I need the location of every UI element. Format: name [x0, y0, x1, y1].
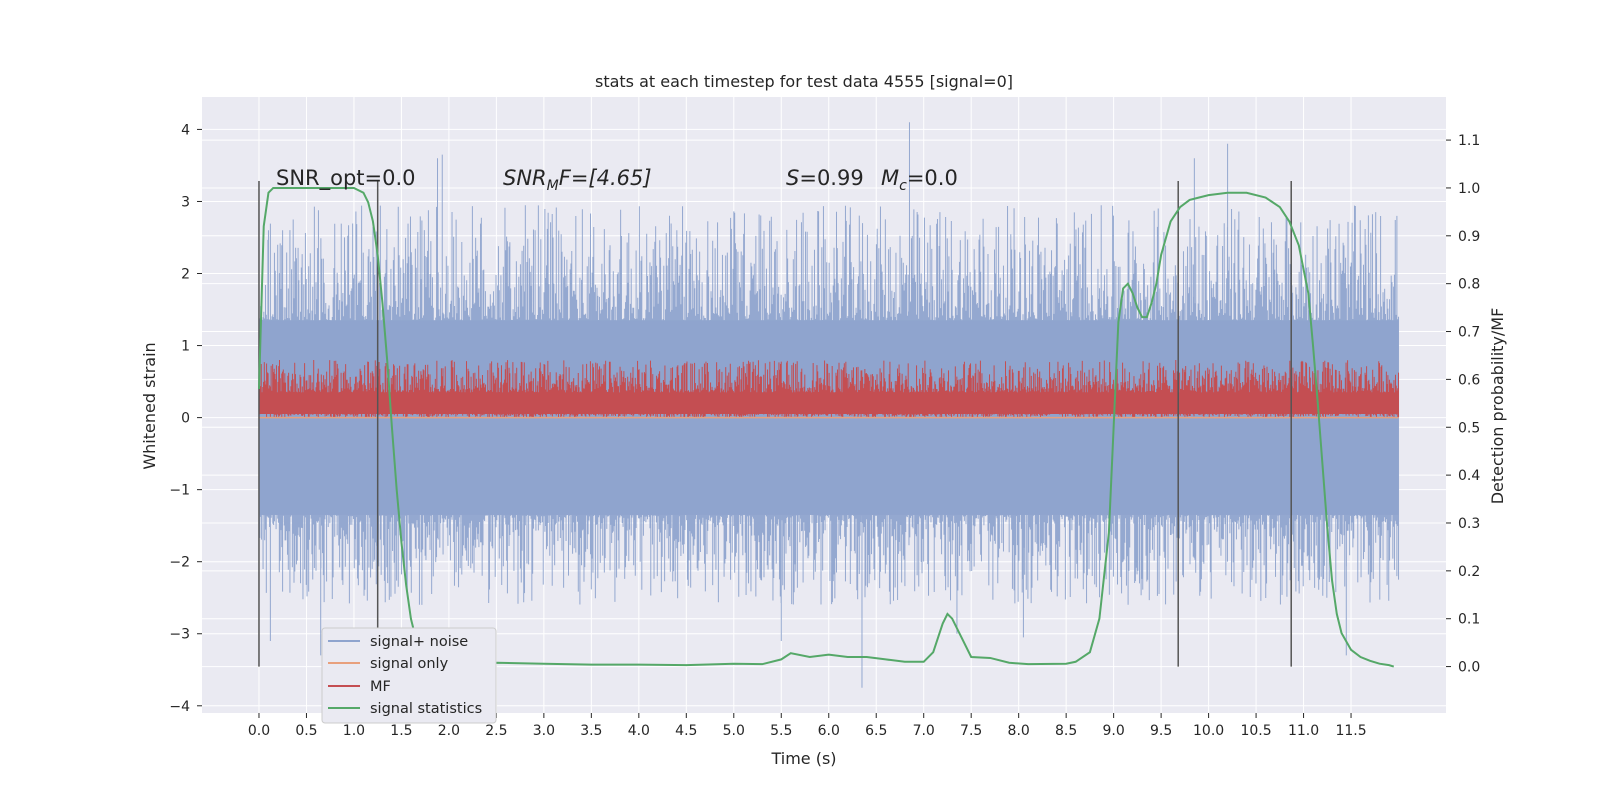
- y-tick-label: 0: [181, 411, 190, 427]
- y-tick-label: 4: [181, 122, 190, 138]
- y-tick-label: −1: [169, 483, 190, 499]
- chart-title: stats at each timestep for test data 455…: [595, 72, 1013, 91]
- legend-box: [321, 627, 497, 724]
- x-tick-label: 3.5: [580, 723, 602, 739]
- series-mf-core: [258, 394, 1399, 415]
- y2-tick-label: 0.3: [1458, 516, 1480, 532]
- y-tick-label: 3: [181, 194, 190, 210]
- y2-tick-label: 1.1: [1458, 133, 1480, 149]
- y-tick-label: 2: [181, 267, 190, 283]
- x-tick-label: 9.0: [1103, 723, 1125, 739]
- annotation-s: S=0.99: [786, 166, 864, 190]
- x-tick-label: 5.5: [770, 723, 792, 739]
- x-tick-label: 1.0: [343, 723, 365, 739]
- x-tick-label: 5.0: [723, 723, 745, 739]
- annotation-snr-opt: SNR_opt=0.0: [276, 166, 416, 191]
- y2-tick-label: 0.9: [1458, 229, 1480, 245]
- legend: signal+ noise signal only MF signal stat…: [321, 627, 497, 724]
- x-tick-label: 10.5: [1240, 723, 1271, 739]
- x-tick-label: 10.0: [1193, 723, 1224, 739]
- annotation-snr-mf: SNRMF=[4.65]: [503, 166, 652, 194]
- y-axis-title: Whitened strain: [140, 342, 159, 469]
- y2-tick-label: 0.2: [1458, 564, 1480, 580]
- y2-tick-label: 0.8: [1458, 277, 1480, 293]
- x-tick-label: 7.5: [960, 723, 982, 739]
- x-tick-label: 4.0: [628, 723, 650, 739]
- y2-tick-label: 0.1: [1458, 612, 1480, 628]
- x-tick-label: 11.0: [1288, 723, 1319, 739]
- x-tick-label: 4.5: [675, 723, 697, 739]
- legend-label-signal-statistics: signal statistics: [370, 701, 482, 717]
- y-tick-label: 1: [181, 339, 190, 355]
- y-tick-label: −2: [169, 555, 190, 571]
- x-tick-label: 2.0: [438, 723, 460, 739]
- x-tick-label: 11.5: [1335, 723, 1366, 739]
- legend-label-mf: MF: [370, 679, 391, 695]
- legend-label-signal-noise: signal+ noise: [370, 634, 468, 650]
- y2-tick-label: 1.0: [1458, 181, 1480, 197]
- x-tick-label: 2.5: [485, 723, 507, 739]
- legend-label-signal-only: signal only: [370, 656, 449, 672]
- y2-tick-label: 0.5: [1458, 420, 1480, 436]
- annotation-mc: Mc=0.0: [881, 166, 958, 194]
- y2-axis-title: Detection probability/MF: [1488, 308, 1507, 505]
- x-tick-label: 7.0: [913, 723, 935, 739]
- x-tick-label: 3.0: [533, 723, 555, 739]
- y2-tick-label: 0.4: [1458, 468, 1480, 484]
- x-tick-label: 8.5: [1055, 723, 1077, 739]
- y2-tick-label: 0.6: [1458, 372, 1480, 388]
- y2-tick-label: 0.0: [1458, 660, 1480, 676]
- y-tick-label: −4: [169, 699, 190, 715]
- x-tick-label: 0.5: [295, 723, 317, 739]
- x-tick-label: 0.0: [248, 723, 270, 739]
- y2-tick-label: 0.7: [1458, 325, 1480, 341]
- x-tick-label: 9.5: [1150, 723, 1172, 739]
- x-tick-label: 1.5: [390, 723, 412, 739]
- series-signal-statistics: [257, 186, 1395, 668]
- x-tick-label: 6.5: [865, 723, 887, 739]
- x-tick-label: 6.0: [818, 723, 840, 739]
- x-tick-label: 8.0: [1008, 723, 1030, 739]
- y-tick-label: −3: [169, 627, 190, 643]
- x-axis-title: Time (s): [770, 749, 836, 768]
